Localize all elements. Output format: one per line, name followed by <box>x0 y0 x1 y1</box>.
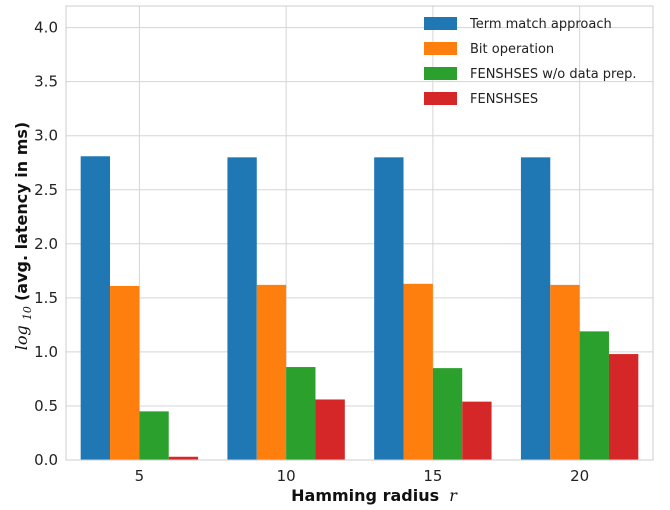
bar <box>80 156 111 460</box>
bar <box>374 157 404 461</box>
legend-swatch <box>424 42 457 55</box>
y-tick-label: 3.0 <box>34 127 58 145</box>
legend-label: Bit operation <box>470 42 554 57</box>
x-axis-label-main: Hamming radius <box>291 486 439 505</box>
y-axis-label-sub: 10 <box>21 306 34 320</box>
legend-label: FENSHSES <box>470 92 538 107</box>
x-axis-label-var: r <box>449 486 458 505</box>
x-axis-label: Hamming radius r <box>291 486 458 505</box>
bar <box>139 411 169 460</box>
x-tick-label: 20 <box>570 467 589 485</box>
y-tick-label: 1.0 <box>34 343 58 361</box>
x-tick-labels: 5 10 15 20 <box>135 467 590 485</box>
legend-label: Term match approach <box>469 17 612 32</box>
y-axis-label: log 10 (avg. latency in ms) <box>12 122 35 350</box>
bar <box>286 367 316 460</box>
x-tick-label: 15 <box>423 467 442 485</box>
bar <box>403 283 433 460</box>
legend-label: FENSHSES w/o data prep. <box>470 67 637 82</box>
bar <box>168 456 199 460</box>
legend-swatch <box>424 67 457 80</box>
x-tick-label: 5 <box>135 467 145 485</box>
bars <box>80 156 639 461</box>
bar <box>550 284 580 460</box>
bar <box>579 331 609 460</box>
x-tick-label: 10 <box>277 467 296 485</box>
legend-swatch <box>424 92 457 105</box>
y-axis-label-log: log <box>12 325 31 350</box>
bar <box>432 368 463 460</box>
y-tick-label: 0.5 <box>34 397 58 415</box>
bar <box>315 399 345 460</box>
y-tick-label: 4.0 <box>34 19 58 37</box>
y-tick-label: 2.0 <box>34 235 58 253</box>
y-tick-label: 2.5 <box>34 181 58 199</box>
bar <box>227 157 257 461</box>
axes <box>65 5 654 461</box>
y-tick-label: 1.5 <box>34 289 58 307</box>
bar <box>110 285 140 460</box>
bar <box>608 354 639 460</box>
y-axis-label-main: (avg. latency in ms) <box>12 122 31 301</box>
y-tick-label: 3.5 <box>34 73 58 91</box>
y-tick-labels: 0.0 0.5 1.0 1.5 2.0 2.5 3.0 3.5 4.0 <box>34 19 58 469</box>
plot-frame <box>65 5 654 461</box>
bar <box>256 284 287 460</box>
y-tick-label: 0.0 <box>34 451 58 469</box>
legend: Term match approach Bit operation FENSHSES… <box>424 17 637 107</box>
bar <box>520 157 551 461</box>
bar <box>462 401 492 460</box>
legend-swatch <box>424 17 457 30</box>
